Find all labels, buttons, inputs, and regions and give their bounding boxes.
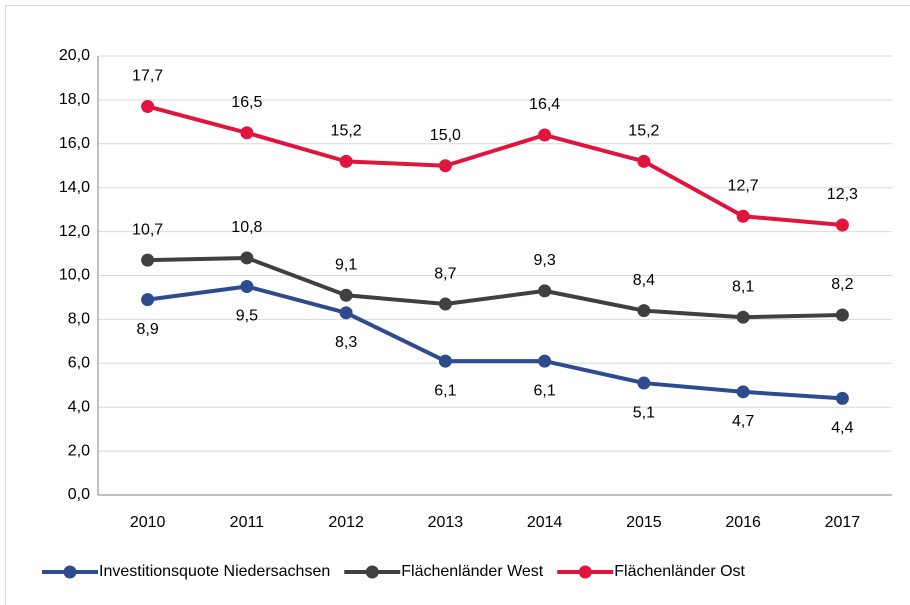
y-tick-label: 10,0 [59,267,90,284]
series-point [438,159,452,173]
legend-label: Flächenländer Ost [614,563,745,580]
data-label: 12,3 [827,186,858,203]
series-point [141,99,155,113]
x-tick-label: 2014 [527,514,563,531]
series-point [835,308,849,322]
y-tick-label: 0,0 [68,486,90,503]
series-point [240,251,254,265]
y-tick-label: 14,0 [59,179,90,196]
data-label: 9,5 [236,308,258,325]
data-label: 4,4 [831,420,853,437]
series-point [141,253,155,267]
legend-label: Flächenländer West [401,563,544,580]
y-tick-label: 12,0 [59,223,90,240]
data-label: 17,7 [132,68,163,85]
series-point [339,306,353,320]
data-label: 8,3 [335,334,357,351]
data-label: 8,9 [137,321,159,338]
x-tick-label: 2017 [825,514,861,531]
data-label: 10,8 [231,219,262,236]
x-tick-label: 2012 [328,514,364,531]
series-line [147,104,843,228]
series-point [736,385,750,399]
series-point [339,288,353,302]
legend-marker [365,565,379,579]
y-tick-label: 2,0 [68,442,90,459]
data-label: 10,7 [132,221,163,238]
x-tick-label: 2015 [626,514,662,531]
series-point [339,154,353,168]
x-tick-label: 2013 [428,514,464,531]
data-label: 12,7 [728,177,759,194]
series-point [240,279,254,293]
data-label: 8,4 [633,272,655,289]
y-tick-label: 4,0 [68,398,90,415]
x-tick-label: 2011 [230,514,265,531]
data-label: 8,2 [831,276,853,293]
data-label: 15,2 [331,123,362,140]
series-point [538,128,552,142]
data-label: 8,1 [732,278,754,295]
data-label: 9,1 [335,256,357,273]
data-label: 16,5 [231,94,262,111]
series-point [438,354,452,368]
data-label: 6,1 [434,382,456,399]
series-point [637,304,651,318]
legend-marker [63,565,77,579]
y-tick-label: 20,0 [59,47,90,64]
data-label: 6,1 [534,382,556,399]
series-point [736,310,750,324]
y-tick-label: 8,0 [68,311,90,328]
series-point [835,391,849,405]
y-tick-label: 6,0 [68,355,90,372]
data-label: 15,2 [628,123,659,140]
series-point [736,209,750,223]
series-point [637,154,651,168]
data-label: 16,4 [529,96,560,113]
data-label: 15,0 [430,127,461,144]
data-label: 5,1 [633,404,655,421]
data-label: 8,7 [434,265,456,282]
data-label: 9,3 [534,252,556,269]
legend-label: Investitionsquote Niedersachsen [99,563,330,580]
y-tick-label: 16,0 [59,135,90,152]
series-point [637,376,651,390]
series-point [538,354,552,368]
series-point [141,293,155,307]
legend-marker [578,565,592,579]
series-point [438,297,452,311]
series-line [147,255,843,320]
series-point [538,284,552,298]
series-line [147,284,843,401]
chart-frame [5,5,910,605]
data-label: 4,7 [732,413,754,430]
series-point [240,126,254,140]
x-tick-label: 2010 [130,514,166,531]
y-tick-label: 18,0 [59,91,90,108]
series-point [835,218,849,232]
x-tick-label: 2016 [725,514,761,531]
